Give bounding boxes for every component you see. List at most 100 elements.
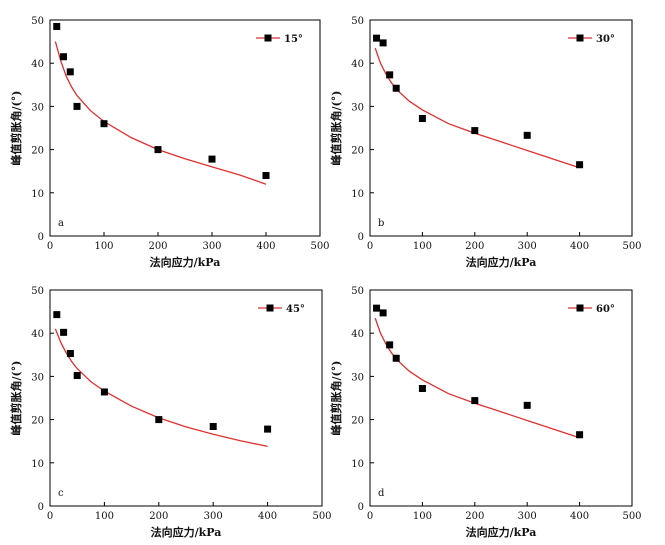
y-tick-label: 0 <box>358 232 364 243</box>
data-point <box>53 311 61 319</box>
legend-marker <box>266 304 274 312</box>
fit-curve <box>374 47 580 169</box>
x-axis-label: 法向应力/kPa <box>466 525 537 539</box>
data-point <box>471 127 479 135</box>
plot-frame <box>49 289 323 507</box>
x-tick-label: 300 <box>518 241 537 252</box>
fit-curve <box>54 328 268 448</box>
y-tick-label: 40 <box>31 329 44 340</box>
data-point <box>386 341 394 349</box>
x-tick-label: 300 <box>204 511 223 522</box>
x-tick-label: 200 <box>465 511 484 522</box>
data-point <box>418 384 426 392</box>
legend-label: 45° <box>286 304 305 315</box>
y-tick-label: 50 <box>31 16 44 27</box>
y-tick-label: 40 <box>351 59 364 70</box>
y-tick-label: 30 <box>351 102 364 113</box>
data-point <box>155 416 163 424</box>
y-tick-label: 30 <box>31 372 44 383</box>
x-tick-label: 100 <box>413 511 432 522</box>
data-point <box>392 84 400 92</box>
data-point <box>418 114 426 122</box>
x-tick-label: 0 <box>47 511 53 522</box>
y-axis-label: 峰值剪胀角/(°) <box>329 91 343 166</box>
x-tick-label: 500 <box>310 241 329 252</box>
x-tick-label: 400 <box>570 241 589 252</box>
x-tick-label: 200 <box>465 241 484 252</box>
data-point <box>154 146 162 154</box>
y-tick-label: 50 <box>351 286 364 297</box>
y-axis-label: 峰值剪胀角/(°) <box>9 361 23 436</box>
x-tick-label: 500 <box>312 511 331 522</box>
legend-marker <box>264 34 272 42</box>
data-point <box>373 34 381 42</box>
data-point <box>208 155 216 163</box>
y-tick-label: 20 <box>31 146 44 157</box>
data-point <box>100 120 108 128</box>
x-tick-label: 0 <box>47 241 53 252</box>
panel-tag: b <box>378 218 384 229</box>
y-tick-label: 20 <box>351 416 364 427</box>
data-point <box>379 39 387 47</box>
plot-frame <box>49 19 321 237</box>
x-axis-label: 法向应力/kPa <box>151 525 222 539</box>
panel-b: 0 100 200 300 400 500 0 10 20 30 40 50 法向应力/kPa 峰值剪胀角… <box>329 16 642 269</box>
x-tick-label: 400 <box>258 511 277 522</box>
legend-label: 15° <box>284 34 303 45</box>
panel-a: 0 100 200 300 400 500 0 10 20 30 40 50 法向应力/kPa 峰值剪胀角… <box>9 16 330 269</box>
y-tick-label: 0 <box>358 502 364 513</box>
panel-d: 0 100 200 300 400 500 0 10 20 30 40 50 法向应力/kPa 峰值剪胀角… <box>329 286 642 539</box>
data-point <box>262 172 270 180</box>
data-point <box>576 431 584 439</box>
data-point <box>523 401 531 409</box>
data-point <box>264 425 272 433</box>
data-point <box>66 350 74 358</box>
legend-marker <box>576 304 584 312</box>
y-tick-label: 10 <box>31 459 44 470</box>
x-tick-label: 400 <box>256 241 275 252</box>
x-tick-label: 100 <box>95 511 114 522</box>
data-point <box>60 53 67 61</box>
y-tick-label: 0 <box>38 232 44 243</box>
y-axis-label: 峰值剪胀角/(°) <box>329 361 343 436</box>
data-point <box>73 102 81 110</box>
data-point <box>392 354 400 362</box>
x-axis-label: 法向应力/kPa <box>466 255 537 269</box>
data-point <box>386 71 394 79</box>
data-point <box>471 397 479 405</box>
x-tick-label: 200 <box>148 241 167 252</box>
data-point <box>100 388 108 396</box>
y-tick-label: 0 <box>38 502 44 513</box>
panel-tag: a <box>58 218 64 229</box>
data-point <box>373 304 381 312</box>
legend-label: 60° <box>596 304 615 315</box>
x-tick-label: 200 <box>149 511 168 522</box>
data-point <box>73 372 81 380</box>
y-tick-label: 20 <box>351 146 364 157</box>
plot-frame <box>369 289 633 507</box>
data-point <box>209 423 217 431</box>
y-tick-label: 40 <box>31 59 44 70</box>
x-tick-label: 0 <box>367 511 373 522</box>
x-axis-label: 法向应力/kPa <box>150 255 221 269</box>
y-tick-label: 50 <box>351 16 364 27</box>
x-tick-label: 400 <box>570 511 589 522</box>
y-tick-label: 10 <box>351 189 364 200</box>
y-tick-label: 10 <box>351 459 364 470</box>
y-axis-label: 峰值剪胀角/(°) <box>9 91 23 166</box>
data-point <box>576 161 584 169</box>
x-tick-label: 500 <box>622 511 641 522</box>
legend-marker <box>576 34 584 42</box>
x-tick-label: 100 <box>94 241 113 252</box>
x-tick-label: 300 <box>518 511 537 522</box>
panel-c: 0 100 200 300 400 500 0 10 20 30 40 50 法向应力/kPa 峰值剪胀角… <box>9 286 332 539</box>
x-tick-label: 300 <box>202 241 221 252</box>
data-point <box>53 22 61 30</box>
y-tick-label: 20 <box>31 416 44 427</box>
data-point <box>66 68 74 76</box>
panel-tag: d <box>378 488 385 499</box>
data-point <box>379 309 387 317</box>
y-tick-label: 30 <box>351 372 364 383</box>
panel-tag: c <box>58 488 64 499</box>
data-point <box>60 328 68 336</box>
